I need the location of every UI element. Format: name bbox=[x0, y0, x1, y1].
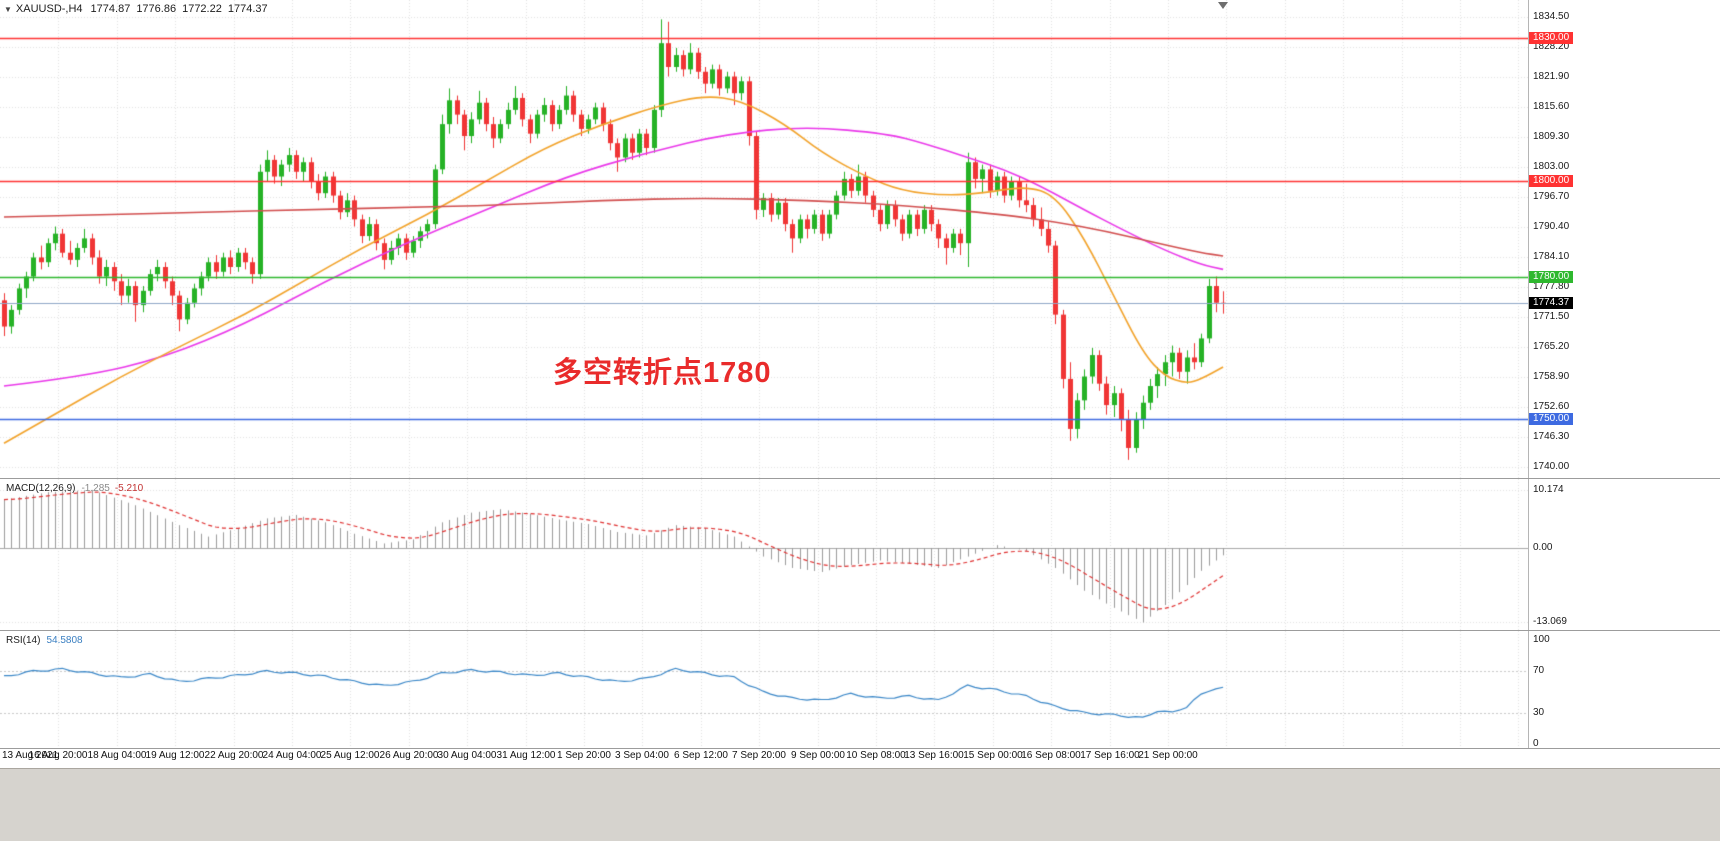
price-axis-tick: 1746.30 bbox=[1533, 431, 1570, 442]
price-line-label-1780.00: 1780.00 bbox=[1529, 271, 1574, 283]
ohlc-low: 1772.22 bbox=[182, 3, 222, 15]
chart-shift-marker-icon[interactable] bbox=[1218, 2, 1228, 9]
price-line-label-1800.00: 1800.00 bbox=[1529, 175, 1574, 187]
price-chart-canvas[interactable] bbox=[0, 0, 1528, 478]
price-axis-border bbox=[1528, 0, 1529, 748]
price-axis-tick: 1815.60 bbox=[1533, 101, 1570, 112]
time-axis-label: 17 Sep 16:00 bbox=[1080, 750, 1140, 761]
time-axis-label: 16 Sep 08:00 bbox=[1021, 750, 1081, 761]
price-axis-tick: 1740.00 bbox=[1533, 461, 1570, 472]
time-axis-label: 15 Sep 00:00 bbox=[963, 750, 1023, 761]
time-axis-label: 7 Sep 20:00 bbox=[732, 750, 786, 761]
time-axis-label: 3 Sep 04:00 bbox=[615, 750, 669, 761]
chart-annotation[interactable]: 多空转折点1780 bbox=[553, 357, 772, 389]
price-line-label-1830.00: 1830.00 bbox=[1529, 32, 1574, 44]
price-axis-tick: 1821.90 bbox=[1533, 71, 1570, 82]
rsi-axis-tick: 30 bbox=[1533, 707, 1545, 718]
time-axis-label: 13 Sep 16:00 bbox=[904, 750, 964, 761]
price-axis-tick: 1765.20 bbox=[1533, 341, 1570, 352]
rsi-name: RSI(14) bbox=[6, 635, 41, 646]
rsi-axis-tick: 70 bbox=[1533, 665, 1545, 676]
time-axis-label: 6 Sep 12:00 bbox=[674, 750, 728, 761]
ohlc-close: 1774.37 bbox=[227, 3, 268, 15]
macd-indicator-label: MACD(12,26,9) -1.285 -5.210 bbox=[6, 483, 143, 495]
price-axis-tick: 1784.10 bbox=[1533, 251, 1570, 262]
macd-signal-value: -5.210 bbox=[114, 483, 144, 494]
time-axis-label: 26 Aug 20:00 bbox=[379, 750, 439, 761]
rsi-value: 54.5808 bbox=[46, 635, 83, 646]
one-click-trading-arrow-icon[interactable]: ▼ bbox=[4, 5, 12, 14]
macd-name: MACD(12,26,9) bbox=[6, 483, 76, 494]
time-axis-label: 24 Aug 04:00 bbox=[262, 750, 322, 761]
time-axis-label: 13 Aug 2021 bbox=[2, 750, 59, 761]
time-axis-label: 18 Aug 04:00 bbox=[87, 750, 147, 761]
symbol-timeframe: XAUUSD-,H4 bbox=[15, 3, 83, 15]
price-axis-tick: 1803.00 bbox=[1533, 161, 1570, 172]
time-axis-label: 30 Aug 04:00 bbox=[437, 750, 497, 761]
price-line-label-1750.00: 1750.00 bbox=[1529, 413, 1574, 425]
price-axis-tick: 1752.60 bbox=[1533, 401, 1570, 412]
price-axis-tick: 1834.50 bbox=[1533, 11, 1570, 22]
ohlc-open: 1774.87 bbox=[90, 3, 131, 15]
rsi-axis-tick: 0 bbox=[1533, 738, 1539, 749]
time-axis-label: 25 Aug 12:00 bbox=[320, 750, 380, 761]
time-axis-label: 19 Aug 12:00 bbox=[145, 750, 205, 761]
time-axis-label: 21 Sep 00:00 bbox=[1138, 750, 1198, 761]
price-axis-tick: 1809.30 bbox=[1533, 131, 1570, 142]
rsi-indicator-label: RSI(14) 54.5808 bbox=[6, 635, 83, 647]
macd-axis-tick: 0.00 bbox=[1533, 542, 1553, 553]
time-axis-label: 16 Aug 20:00 bbox=[28, 750, 88, 761]
time-axis-label: 1 Sep 20:00 bbox=[557, 750, 611, 761]
macd-indicator-canvas[interactable] bbox=[0, 479, 1528, 630]
price-axis-tick: 1790.40 bbox=[1533, 221, 1570, 232]
price-axis-tick: 1758.90 bbox=[1533, 371, 1570, 382]
chart-title-ohlc: ▼ XAUUSD-,H4 1774.87 1776.86 1772.22 1774.37 bbox=[4, 3, 274, 16]
time-axis-label: 31 Aug 12:00 bbox=[496, 750, 556, 761]
window-background-strip bbox=[0, 768, 1720, 841]
panel-separator-timeaxis bbox=[0, 748, 1720, 749]
time-axis-label: 10 Sep 08:00 bbox=[846, 750, 906, 761]
price-axis-tick: 1828.20 bbox=[1533, 41, 1570, 52]
macd-axis-tick: 10.174 bbox=[1533, 484, 1564, 495]
macd-main-value: -1.285 bbox=[81, 483, 110, 494]
ohlc-high: 1776.86 bbox=[136, 3, 177, 15]
rsi-indicator-canvas[interactable] bbox=[0, 631, 1528, 748]
price-axis-tick: 1796.70 bbox=[1533, 191, 1570, 202]
time-axis-label: 22 Aug 20:00 bbox=[204, 750, 264, 761]
rsi-axis-tick: 100 bbox=[1533, 634, 1550, 645]
panel-separator-macd[interactable] bbox=[0, 478, 1720, 479]
panel-separator-rsi[interactable] bbox=[0, 630, 1720, 631]
macd-axis-tick: -13.069 bbox=[1533, 616, 1567, 627]
current-price-label: 1774.37 bbox=[1529, 297, 1574, 309]
time-axis-label: 9 Sep 00:00 bbox=[791, 750, 845, 761]
price-axis-tick: 1777.80 bbox=[1533, 281, 1570, 292]
price-axis-tick: 1771.50 bbox=[1533, 311, 1570, 322]
